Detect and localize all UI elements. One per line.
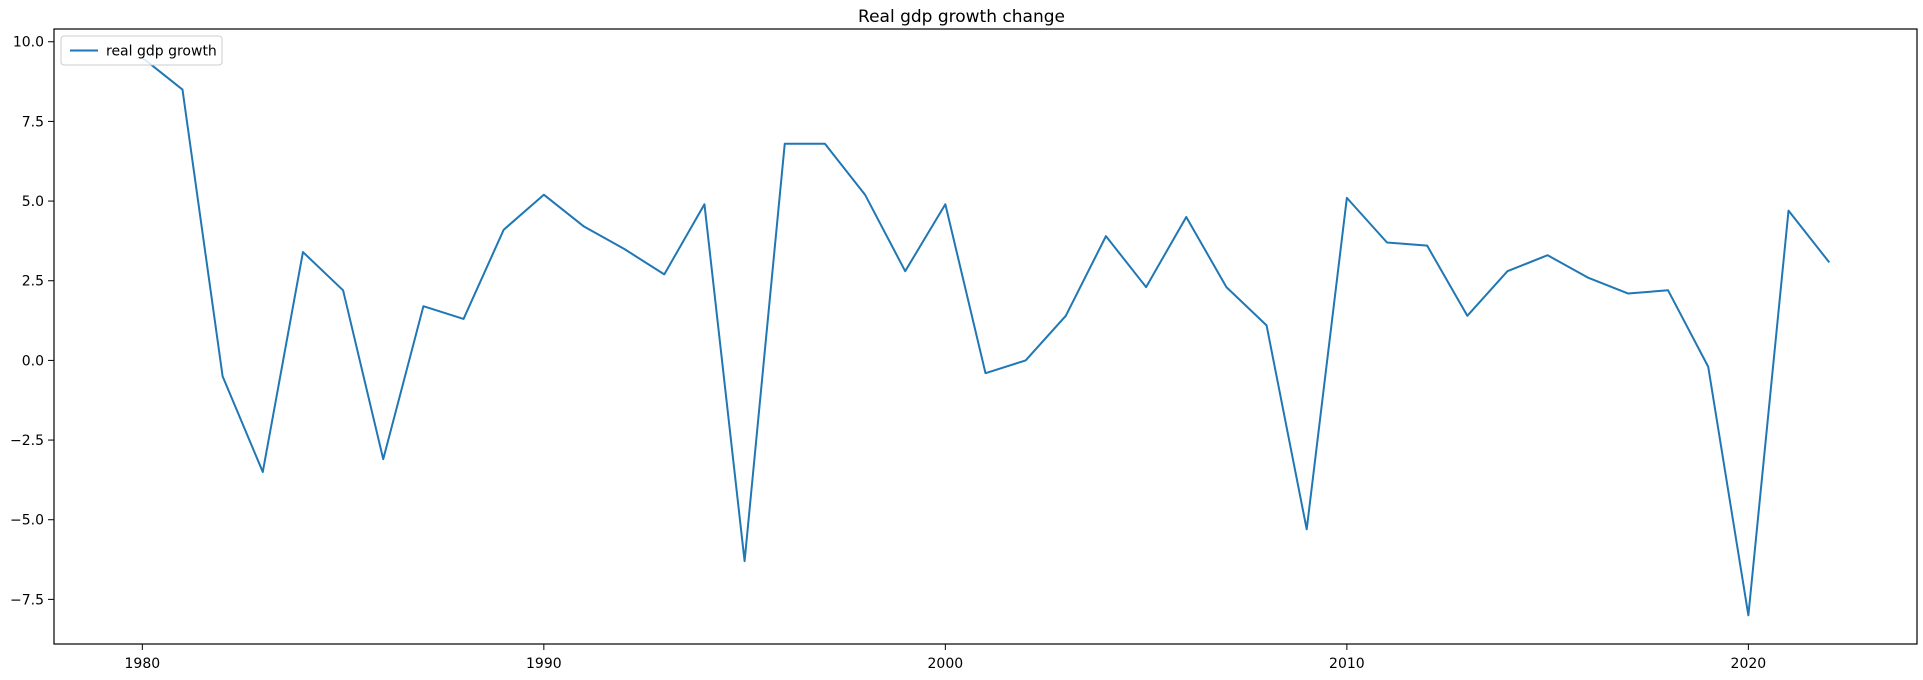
plot-background	[54, 29, 1917, 644]
y-tick-label: −7.5	[10, 592, 44, 608]
legend: real gdp growth	[60, 35, 223, 66]
legend-label: real gdp growth	[106, 44, 217, 60]
x-tick-label: 1980	[125, 656, 161, 672]
y-tick-label: −2.5	[10, 433, 44, 449]
y-tick-label: 7.5	[22, 114, 44, 130]
y-tick-label: 5.0	[22, 194, 44, 210]
y-tick-label: −5.0	[10, 513, 44, 529]
chart-title: Real gdp growth change	[858, 7, 1065, 27]
y-tick-label: 10.0	[13, 35, 44, 51]
series-line-0	[140, 56, 1831, 617]
legend-box	[60, 35, 223, 66]
x-tick-label: 2000	[928, 656, 964, 672]
plot-area	[54, 29, 1917, 644]
x-tick-label: 2020	[1731, 656, 1767, 672]
axes-frame	[53, 28, 1918, 645]
x-tick-label: 1990	[526, 656, 562, 672]
y-tick-label: 0.0	[22, 353, 44, 369]
axes: 1980 1990 2000 2010 2020 −7.5 −5.0 −2.5 0.0 2.5 5.…	[10, 28, 1918, 672]
y-tick-label: 2.5	[22, 274, 44, 290]
x-tick-label: 2010	[1329, 656, 1365, 672]
